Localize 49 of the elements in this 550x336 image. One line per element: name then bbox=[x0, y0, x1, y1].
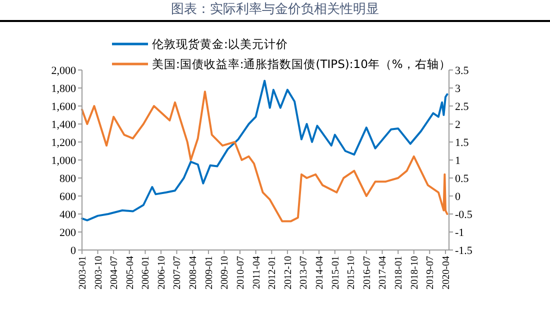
x-tick-label: 2006-01 bbox=[140, 256, 152, 290]
y2-tick-label: -1.5 bbox=[455, 244, 473, 257]
x-tick-label: 2018-10 bbox=[409, 256, 420, 290]
x-tick-label: 2017-04 bbox=[378, 256, 389, 290]
y-tick-label: 800 bbox=[60, 172, 76, 185]
y-tick-label: 1,400 bbox=[51, 118, 76, 131]
x-tick-label: 2015-10 bbox=[346, 256, 358, 290]
y-tick-label: 0 bbox=[70, 244, 76, 257]
y2-tick-label: 2 bbox=[455, 118, 460, 131]
x-tick-label: 2009-10 bbox=[220, 256, 231, 290]
x-tick-label: 2013-07 bbox=[298, 256, 310, 290]
x-tick-label: 2020-04 bbox=[440, 256, 452, 290]
x-tick-label: 2011-04 bbox=[251, 256, 262, 289]
x-tick-label: 2012-10 bbox=[282, 256, 294, 290]
x-tick-label: 2016-07 bbox=[362, 256, 373, 290]
y2-tick-label: 1.5 bbox=[455, 136, 470, 149]
x-tick-label: 2010-07 bbox=[235, 256, 246, 290]
y-tick-label: 2,000 bbox=[51, 64, 76, 77]
y-tick-label: 200 bbox=[60, 226, 76, 239]
x-tick-label: 2004-07 bbox=[109, 256, 120, 290]
y-tick-label: 1,200 bbox=[51, 136, 76, 149]
x-tick-label: 2015-01 bbox=[330, 256, 342, 290]
y-tick-label: 1,600 bbox=[51, 100, 76, 113]
x-tick-label: 2012-01 bbox=[267, 256, 278, 290]
y2-tick-label: 3.5 bbox=[455, 64, 470, 77]
x-tick-label: 2006-10 bbox=[156, 256, 168, 290]
y2-tick-label: 1 bbox=[455, 154, 460, 167]
x-tick-label: 2005-04 bbox=[124, 256, 136, 290]
x-tick-label: 2003-01 bbox=[78, 256, 88, 290]
x-tick-label: 2019-07 bbox=[425, 256, 436, 290]
y-tick-label: 400 bbox=[60, 208, 76, 221]
chart-title: 图表：实际利率与金价负相关性明显 bbox=[171, 1, 379, 17]
x-tick-label: 2008-04 bbox=[188, 256, 200, 290]
y-tick-label: 600 bbox=[60, 190, 76, 203]
x-tick-label: 2009-01 bbox=[204, 256, 215, 290]
y-tick-label: 1,800 bbox=[51, 82, 76, 95]
y-tick-label: 1,000 bbox=[51, 154, 76, 167]
y2-tick-label: 2.5 bbox=[455, 100, 470, 113]
x-tick-label: 2003-10 bbox=[93, 256, 104, 290]
legend-label: 伦敦现货黄金:以美元计价 bbox=[152, 37, 288, 52]
x-tick-label: 2014-04 bbox=[314, 256, 326, 290]
y2-tick-label: -1 bbox=[455, 226, 464, 239]
x-tick-label: 2007-07 bbox=[172, 256, 184, 290]
y2-tick-label: 0.5 bbox=[455, 172, 470, 185]
x-tick-label: 2018-01 bbox=[394, 256, 405, 290]
y2-tick-label: 0 bbox=[455, 190, 461, 203]
y2-tick-label: 3 bbox=[455, 82, 461, 95]
y2-tick-label: -0.5 bbox=[455, 208, 473, 221]
legend-label: 美国:国债收益率:通胀指数国债(TIPS):10年（%，右轴） bbox=[152, 57, 451, 72]
